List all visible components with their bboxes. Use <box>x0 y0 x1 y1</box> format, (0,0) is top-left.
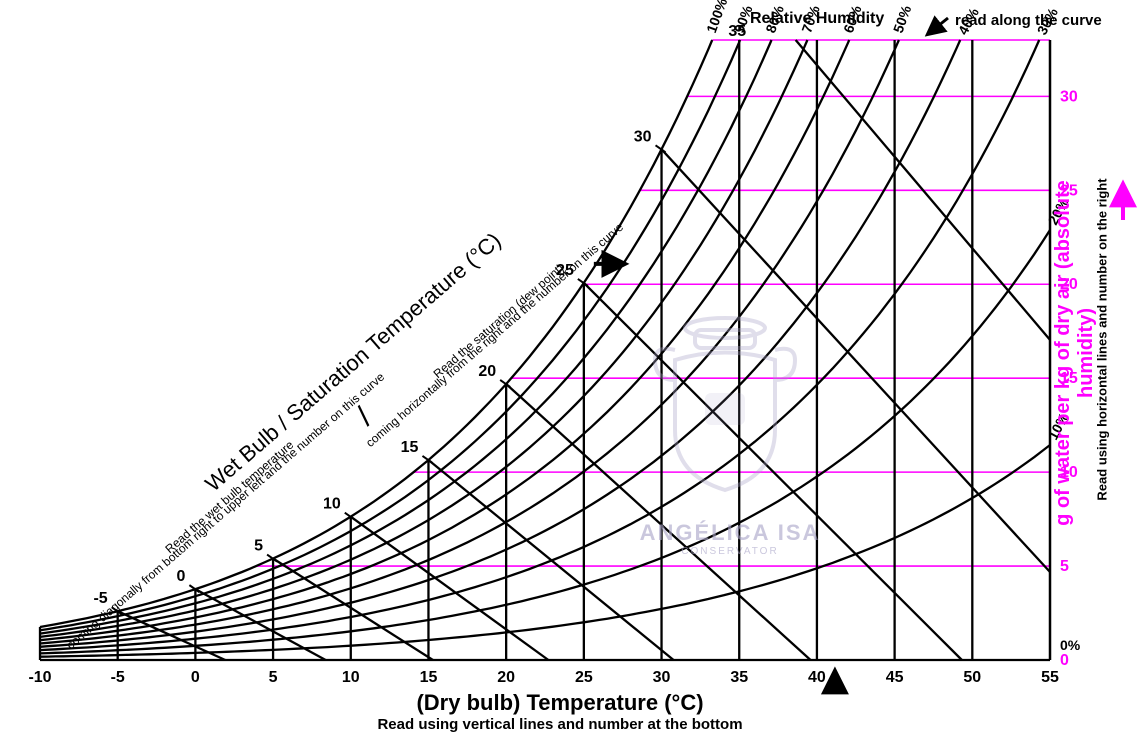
y2-axis-title: g of water per kg of dry air (absolute h… <box>1052 138 1098 568</box>
saturation-tick-label: 35 <box>728 23 746 40</box>
x-axis-subtitle: Read using vertical lines and number at … <box>300 716 820 733</box>
saturation-tick-label: 0 <box>176 568 185 585</box>
saturation-tick-label: 20 <box>478 363 496 380</box>
saturation-tick-label: 10 <box>323 496 341 513</box>
x-tick-label: 50 <box>963 669 981 686</box>
x-tick-label: 35 <box>730 669 748 686</box>
x-tick-label: 25 <box>575 669 593 686</box>
rh-header: Relative Humidity <box>750 10 884 28</box>
y2-axis-subtitle: Read using horizontal lines and number o… <box>1095 130 1110 550</box>
x-tick-label: 55 <box>1041 669 1059 686</box>
x-tick-label: 0 <box>191 669 200 686</box>
x-tick-label: 45 <box>886 669 904 686</box>
psychrometric-svg: 051015202530100% RH90%80%70%60%50%40%30%… <box>0 0 1140 751</box>
x-tick-label: 40 <box>808 669 826 686</box>
x-tick-label: 30 <box>653 669 671 686</box>
wetbulb-line <box>428 460 673 660</box>
saturation-tick-label: 15 <box>401 439 419 456</box>
saturation-tick-label: 30 <box>634 128 652 145</box>
rh-note: read along the curve <box>955 12 1102 29</box>
rh-curve-label: 0% <box>1060 637 1081 653</box>
chart-stage: 051015202530100% RH90%80%70%60%50%40%30%… <box>0 0 1140 751</box>
x-tick-label: 20 <box>497 669 515 686</box>
x-axis-title: (Dry bulb) Temperature (°C) <box>300 690 820 716</box>
x-tick-label: 10 <box>342 669 360 686</box>
watermark-urn-icon <box>640 300 810 500</box>
x-tick-label: -10 <box>28 669 51 686</box>
x-tick-label: 15 <box>420 669 438 686</box>
x-tick-label: -5 <box>111 669 125 686</box>
diag-divider: / <box>350 401 378 432</box>
y2-tick-label: 0 <box>1060 652 1069 669</box>
saturation-tick-label: 5 <box>254 538 263 555</box>
y2-tick-label: 30 <box>1060 88 1078 105</box>
arrow-icon <box>928 18 948 34</box>
x-tick-label: 5 <box>269 669 278 686</box>
rh-curve-label: 50% <box>890 3 915 35</box>
